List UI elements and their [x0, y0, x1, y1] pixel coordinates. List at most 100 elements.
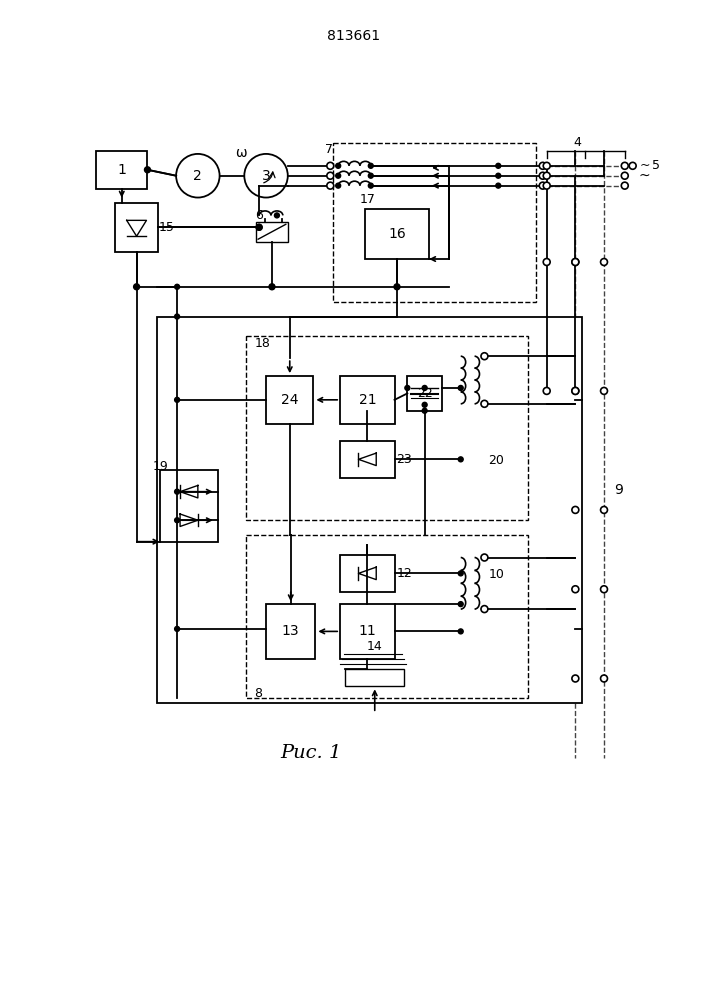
Text: ~: ~ — [639, 159, 650, 172]
Text: 24: 24 — [281, 393, 298, 407]
Bar — [246, 336, 528, 520]
Circle shape — [600, 586, 607, 593]
Text: 17: 17 — [360, 193, 375, 206]
Text: 7: 7 — [325, 143, 333, 156]
Bar — [340, 376, 395, 424]
Circle shape — [572, 675, 579, 682]
Circle shape — [368, 173, 373, 178]
Bar — [115, 202, 158, 252]
Circle shape — [144, 167, 151, 173]
Text: 4: 4 — [573, 136, 581, 149]
Circle shape — [176, 154, 220, 198]
Circle shape — [327, 182, 334, 189]
Text: 9: 9 — [614, 483, 624, 497]
Circle shape — [600, 506, 607, 513]
Circle shape — [336, 183, 341, 188]
Bar — [266, 604, 315, 659]
Text: 8: 8 — [255, 687, 262, 700]
Circle shape — [458, 385, 463, 390]
Circle shape — [539, 172, 547, 179]
Circle shape — [405, 385, 410, 390]
Circle shape — [543, 162, 550, 169]
Circle shape — [481, 554, 488, 561]
Text: 18: 18 — [255, 337, 270, 350]
Circle shape — [600, 259, 607, 265]
Circle shape — [336, 173, 341, 178]
Circle shape — [245, 154, 288, 198]
Circle shape — [175, 397, 180, 402]
Circle shape — [368, 163, 373, 168]
Circle shape — [394, 284, 400, 290]
Circle shape — [327, 162, 334, 169]
Bar — [246, 535, 528, 698]
Text: 13: 13 — [282, 624, 300, 638]
Text: 6: 6 — [255, 209, 263, 222]
Circle shape — [175, 284, 180, 289]
Circle shape — [572, 259, 579, 265]
Circle shape — [629, 162, 636, 169]
Circle shape — [481, 606, 488, 613]
Circle shape — [621, 162, 629, 169]
Bar — [407, 376, 442, 411]
Circle shape — [621, 172, 629, 179]
Circle shape — [496, 183, 501, 188]
Bar — [340, 604, 395, 659]
Circle shape — [422, 402, 427, 407]
Text: ω: ω — [235, 146, 247, 160]
Text: 10: 10 — [489, 568, 504, 581]
Circle shape — [481, 400, 488, 407]
Circle shape — [175, 626, 180, 631]
Circle shape — [543, 387, 550, 394]
Circle shape — [256, 224, 262, 230]
Bar — [345, 669, 404, 686]
Circle shape — [543, 259, 550, 265]
Circle shape — [496, 163, 501, 168]
Circle shape — [481, 353, 488, 360]
Text: 3: 3 — [262, 169, 270, 183]
Text: 14: 14 — [367, 640, 382, 653]
Circle shape — [134, 284, 139, 290]
Text: 2: 2 — [194, 169, 202, 183]
Circle shape — [572, 586, 579, 593]
Text: 813661: 813661 — [327, 29, 380, 43]
Text: 21: 21 — [358, 393, 376, 407]
Bar — [96, 151, 148, 189]
Bar — [158, 317, 583, 703]
Circle shape — [368, 183, 373, 188]
Bar — [340, 555, 395, 592]
Text: 5: 5 — [653, 159, 660, 172]
Circle shape — [458, 602, 463, 607]
Text: 12: 12 — [397, 567, 412, 580]
Circle shape — [256, 224, 262, 230]
Text: 1: 1 — [117, 163, 127, 177]
Text: 15: 15 — [158, 221, 174, 234]
Circle shape — [274, 213, 279, 218]
Text: 11: 11 — [358, 624, 376, 638]
Circle shape — [572, 506, 579, 513]
Circle shape — [175, 518, 180, 523]
Circle shape — [600, 387, 607, 394]
Circle shape — [269, 284, 275, 290]
Circle shape — [572, 387, 579, 394]
Text: 23: 23 — [397, 453, 412, 466]
Bar — [160, 470, 218, 542]
Circle shape — [621, 182, 629, 189]
Circle shape — [496, 173, 501, 178]
Circle shape — [539, 162, 547, 169]
Text: 22: 22 — [416, 387, 433, 400]
Text: 20: 20 — [489, 454, 504, 467]
Circle shape — [422, 385, 427, 390]
Text: ~: ~ — [638, 169, 650, 183]
Circle shape — [543, 172, 550, 179]
Circle shape — [572, 259, 579, 265]
Bar — [256, 222, 288, 242]
Circle shape — [269, 284, 274, 289]
Circle shape — [458, 457, 463, 462]
Circle shape — [327, 172, 334, 179]
Bar — [365, 209, 429, 259]
Circle shape — [336, 163, 341, 168]
Bar — [266, 376, 313, 424]
Text: 19: 19 — [153, 460, 168, 473]
Bar — [333, 143, 536, 302]
Circle shape — [458, 571, 463, 576]
